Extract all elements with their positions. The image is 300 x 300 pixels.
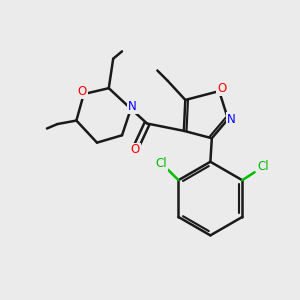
- Text: Cl: Cl: [155, 158, 166, 170]
- Text: O: O: [131, 143, 140, 157]
- Text: O: O: [78, 85, 87, 98]
- Text: Cl: Cl: [257, 160, 269, 173]
- Text: N: N: [227, 112, 236, 126]
- Text: N: N: [128, 100, 137, 113]
- Text: O: O: [217, 82, 226, 95]
